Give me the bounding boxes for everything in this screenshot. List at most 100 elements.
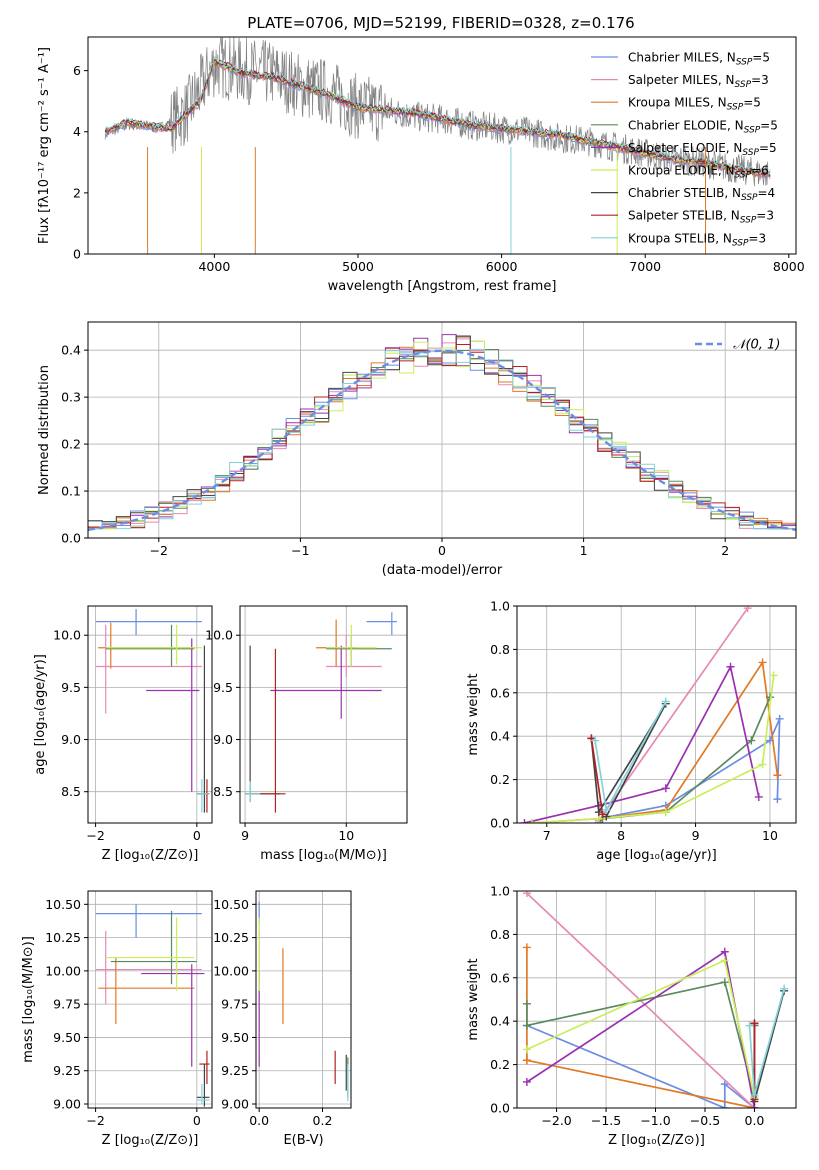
y-axis-label: mass [log₁₀(M/M⊙)]: [21, 936, 36, 1063]
axes-frame: [255, 890, 352, 1109]
y-tick-label: 9.25: [221, 1063, 249, 1078]
weight-point-marker: [522, 943, 531, 952]
y-axis-label: Normed distribution: [37, 365, 52, 495]
y-tick-label: 9.25: [53, 1063, 81, 1078]
legend-entry-sub: SSP: [736, 58, 753, 68]
y-tick-label: 10.25: [213, 930, 249, 945]
legend-entry: Kroupa ELODIE, NSSP=6: [628, 164, 769, 181]
axes-frame: [87, 36, 797, 255]
y-tick-label: 9.50: [53, 1030, 81, 1045]
axes-mass_vs_z: −2 0 9.00 9.25 9.50 9.75 10.00 10.25 10.50 Z [log…: [21, 890, 213, 1148]
y-tick-label: 0.4: [490, 1014, 510, 1029]
legend-entry: Kroupa STELIB, NSSP=3: [628, 231, 766, 248]
plot-area: [522, 891, 789, 1108]
weight-line: [590, 738, 604, 815]
legend-entry-name: Chabrier STELIB, N: [628, 186, 741, 200]
y-tick-label: 9.75: [221, 997, 249, 1012]
y-tick-label: 0.8: [490, 927, 510, 942]
weight-point-marker: [758, 658, 767, 667]
weight-point-marker: [750, 1019, 759, 1028]
weight-point-marker: [780, 984, 789, 993]
y-tick-label: 9.75: [53, 997, 81, 1012]
legend-entry-name: Chabrier MILES, N: [628, 51, 736, 65]
legend-entry: Salpeter ELODIE, NSSP=5: [628, 141, 777, 158]
legend-entry-suffix: =4: [758, 186, 776, 200]
weight-point-marker: [720, 1104, 729, 1108]
x-tick-label: 6000: [486, 259, 518, 274]
x-tick-label: 10: [762, 828, 778, 843]
plot-area: [95, 904, 210, 1107]
x-tick-label: 8000: [773, 259, 805, 274]
axes-frame: [516, 605, 797, 824]
y-tick-label: 0.4: [490, 729, 510, 744]
weight-point-marker: [522, 1045, 531, 1054]
weight-line: [531, 660, 779, 823]
y-tick-label: 6: [73, 63, 81, 78]
weight-point-marker: [520, 819, 529, 823]
y-tick-label: 9.0: [213, 732, 233, 747]
weight-point-marker: [720, 947, 729, 956]
axes-frame: [516, 890, 797, 1109]
weight-point-marker: [661, 697, 670, 706]
legend-entry: Salpeter MILES, NSSP=3: [628, 73, 769, 90]
y-tick-label: 9.50: [221, 1030, 249, 1045]
weight-point-marker: [775, 714, 784, 723]
gaussian-curve: [88, 349, 796, 531]
x-tick-label: 9: [692, 828, 700, 843]
x-axis-label: Z [log₁₀(Z/Z⊙)]: [102, 848, 199, 863]
weight-point-marker: [591, 736, 600, 745]
weight-point-marker: [720, 978, 729, 987]
y-tick-label: 9.00: [221, 1097, 249, 1112]
weight-line: [526, 947, 755, 1108]
y-tick-label: 0.0: [490, 1101, 510, 1116]
weight-point-marker: [750, 1090, 759, 1099]
weight-point-marker: [661, 784, 670, 793]
legend-entry-name: Kroupa MILES, N: [628, 96, 727, 110]
weight-point-marker: [726, 662, 735, 671]
x-axis-label: (data-model)/error: [382, 563, 503, 578]
x-tick-label: −2.0: [541, 1113, 571, 1128]
x-tick-label: −0.5: [690, 1113, 720, 1128]
y-tick-label: 10.00: [45, 963, 81, 978]
axes-frame: [239, 605, 408, 824]
x-tick-label: 8: [617, 828, 625, 843]
legend-entry: Chabrier STELIB, NSSP=4: [628, 186, 775, 203]
axes-age_vs_z: −2 0 8.5 9.0 9.5 10.0 Z [log₁₀(Z/Z⊙)] age [log₁…: [33, 605, 213, 863]
plot-area: [88, 334, 796, 531]
x-tick-label: −1.0: [640, 1113, 670, 1128]
legend-entry-name: Salpeter MILES, N: [628, 73, 735, 87]
x-tick-label: −1.5: [591, 1113, 621, 1128]
plot-area: [258, 901, 349, 1102]
y-tick-label: 9.5: [213, 680, 233, 695]
legend-entry-sub: SSP: [741, 193, 758, 203]
legend-entry-sub: SSP: [732, 238, 749, 248]
legend-entry-suffix: =3: [751, 73, 769, 87]
legend-entry-name: Kroupa ELODIE, N: [628, 164, 735, 178]
y-tick-label: 0.8: [490, 642, 510, 657]
weight-line: [594, 701, 667, 813]
x-tick-label: −2: [86, 828, 104, 843]
plot-area: [95, 609, 210, 813]
weight-point-marker: [773, 771, 782, 780]
x-axis-label: wavelength [Angstrom, rest frame]: [328, 279, 557, 294]
axes-frame: [87, 890, 213, 1109]
x-tick-label: 0.0: [249, 1113, 269, 1128]
axes-spectrum: 4000 5000 6000 7000 8000 0 2 4 6 wavelength [Angs…: [37, 36, 805, 294]
y-tick-label: 10.25: [45, 930, 81, 945]
weight-point-marker: [522, 1077, 531, 1086]
y-tick-label: 0.0: [61, 531, 81, 546]
y-tick-label: 9.0: [61, 732, 81, 747]
weight-point-marker: [527, 819, 536, 823]
legend-entry-sub: SSP: [744, 125, 761, 135]
weight-point-marker: [745, 1021, 754, 1030]
axes-mass_vs_ebv: 0.0 0.2 9.00 9.25 9.50 9.75 10.00 10.25 10.50 E(B…: [213, 890, 352, 1148]
y-tick-label: 0.3: [61, 390, 81, 405]
legend-entry-suffix: =6: [751, 164, 769, 178]
x-tick-label: 2: [721, 543, 729, 558]
y-tick-label: 0.4: [61, 343, 81, 358]
x-axis-label: E(B-V): [283, 1133, 323, 1148]
y-tick-label: 0: [73, 247, 81, 262]
legend-entry-sub: SSP: [727, 103, 744, 113]
